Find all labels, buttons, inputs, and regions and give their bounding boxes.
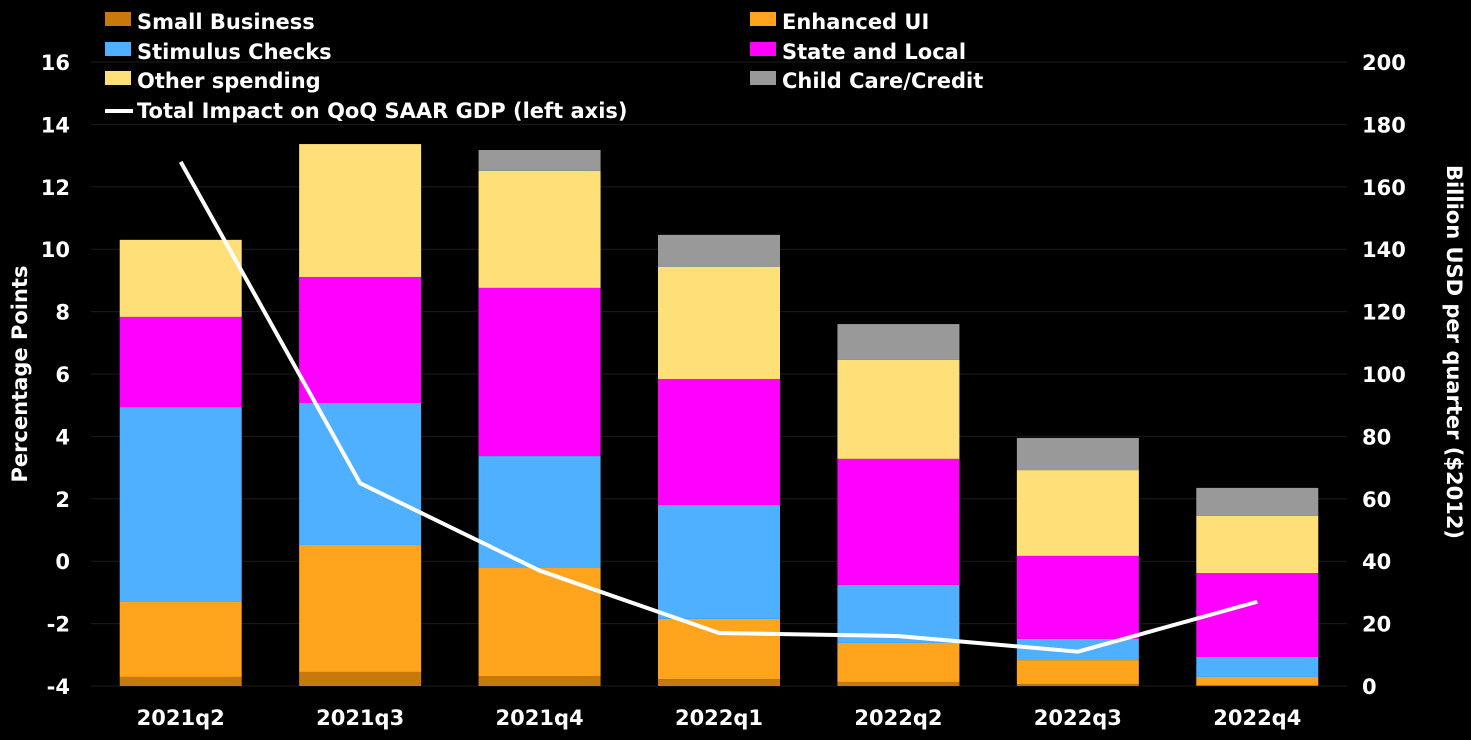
bar-segment bbox=[120, 240, 242, 317]
bar-segment bbox=[658, 619, 780, 679]
right-tick-label: 20 bbox=[1362, 613, 1391, 637]
left-tick-label: 14 bbox=[41, 113, 70, 137]
bar-segment bbox=[120, 601, 242, 677]
legend-swatch bbox=[105, 42, 131, 56]
right-tick-label: 180 bbox=[1362, 113, 1406, 137]
bar-segment bbox=[837, 459, 959, 585]
left-tick-label: -4 bbox=[47, 675, 70, 699]
bar-segment bbox=[1017, 660, 1139, 684]
bar-segment bbox=[1017, 470, 1139, 556]
legend-swatch bbox=[105, 12, 131, 26]
legend-swatch bbox=[750, 71, 776, 85]
right-tick-label: 60 bbox=[1362, 488, 1391, 512]
bar-segment bbox=[658, 235, 780, 267]
legend-label: Stimulus Checks bbox=[137, 40, 332, 64]
right-tick-label: 80 bbox=[1362, 425, 1391, 449]
legend-label: State and Local bbox=[782, 40, 966, 64]
right-axis-ticks: 0 20 40 60 80 100 120 140 160 180 200 bbox=[1362, 51, 1406, 699]
left-tick-label: 10 bbox=[41, 238, 70, 262]
left-tick-label: 0 bbox=[55, 550, 70, 574]
right-tick-label: 0 bbox=[1362, 675, 1377, 699]
left-tick-label: 16 bbox=[41, 51, 70, 75]
bar-segment bbox=[1196, 657, 1318, 677]
bar-segment bbox=[658, 379, 780, 505]
right-tick-label: 140 bbox=[1362, 238, 1406, 262]
bar-segment bbox=[658, 505, 780, 619]
x-tick-label: 2022q3 bbox=[1034, 706, 1122, 730]
bar-segment bbox=[479, 676, 601, 686]
bar-segment bbox=[1017, 684, 1139, 686]
legend-label: Other spending bbox=[137, 69, 321, 93]
left-axis-ticks: -4 -2 0 2 4 6 8 10 12 14 16 bbox=[41, 51, 70, 699]
right-tick-label: 200 bbox=[1362, 51, 1406, 75]
legend-label: Child Care/Credit bbox=[782, 69, 983, 93]
right-axis-label: Billion USD per quarter ($2012) bbox=[1442, 165, 1466, 539]
right-tick-label: 160 bbox=[1362, 176, 1406, 200]
legend-swatch bbox=[105, 71, 131, 85]
bar-segment bbox=[837, 643, 959, 682]
bar-segment bbox=[658, 679, 780, 686]
right-tick-label: 120 bbox=[1362, 301, 1406, 325]
bar-segment bbox=[299, 672, 421, 686]
legend-label: Small Business bbox=[137, 10, 315, 34]
bar-segment bbox=[837, 324, 959, 360]
bar-segment bbox=[658, 267, 780, 379]
left-tick-label: -2 bbox=[47, 613, 70, 637]
x-tick-label: 2022q1 bbox=[675, 706, 763, 730]
left-axis-label: Percentage Points bbox=[8, 266, 32, 483]
left-tick-label: 12 bbox=[41, 176, 70, 200]
left-tick-label: 4 bbox=[55, 425, 70, 449]
bar-segment bbox=[837, 682, 959, 686]
bar-segment bbox=[1196, 488, 1318, 516]
bar-segment bbox=[1196, 516, 1318, 573]
left-tick-label: 8 bbox=[55, 301, 70, 325]
right-tick-label: 40 bbox=[1362, 550, 1391, 574]
legend-swatch bbox=[750, 12, 776, 26]
bar-segment bbox=[479, 150, 601, 171]
bar-segment bbox=[299, 144, 421, 277]
left-tick-label: 6 bbox=[55, 363, 70, 387]
x-tick-label: 2021q2 bbox=[137, 706, 225, 730]
x-axis-ticks: 2021q2 2021q3 2021q4 2022q1 2022q2 2022q3 2022… bbox=[137, 706, 1302, 730]
bar-segment bbox=[1196, 685, 1318, 686]
bar-segment bbox=[1196, 677, 1318, 685]
legend: Small Business Enhanced UI Stimulus Checks… bbox=[105, 10, 983, 123]
right-tick-label: 100 bbox=[1362, 363, 1406, 387]
bar-segment bbox=[120, 317, 242, 407]
x-tick-label: 2021q4 bbox=[496, 706, 584, 730]
bar-segment bbox=[837, 360, 959, 459]
left-tick-label: 2 bbox=[55, 488, 70, 512]
bar-segment bbox=[299, 545, 421, 672]
bars bbox=[120, 144, 1319, 686]
bar-segment bbox=[299, 403, 421, 545]
legend-label: Enhanced UI bbox=[782, 10, 929, 34]
x-tick-label: 2022q2 bbox=[854, 706, 942, 730]
bar-segment bbox=[479, 171, 601, 288]
bar-segment bbox=[299, 277, 421, 403]
bar-segment bbox=[479, 288, 601, 456]
bar-segment bbox=[120, 407, 242, 601]
bar-segment bbox=[1017, 556, 1139, 639]
x-tick-label: 2022q4 bbox=[1213, 706, 1301, 730]
bar-segment bbox=[120, 677, 242, 686]
x-tick-label: 2021q3 bbox=[316, 706, 404, 730]
bar-segment bbox=[1017, 438, 1139, 470]
legend-swatch bbox=[750, 42, 776, 56]
legend-label: Total Impact on QoQ SAAR GDP (left axis) bbox=[137, 99, 628, 123]
